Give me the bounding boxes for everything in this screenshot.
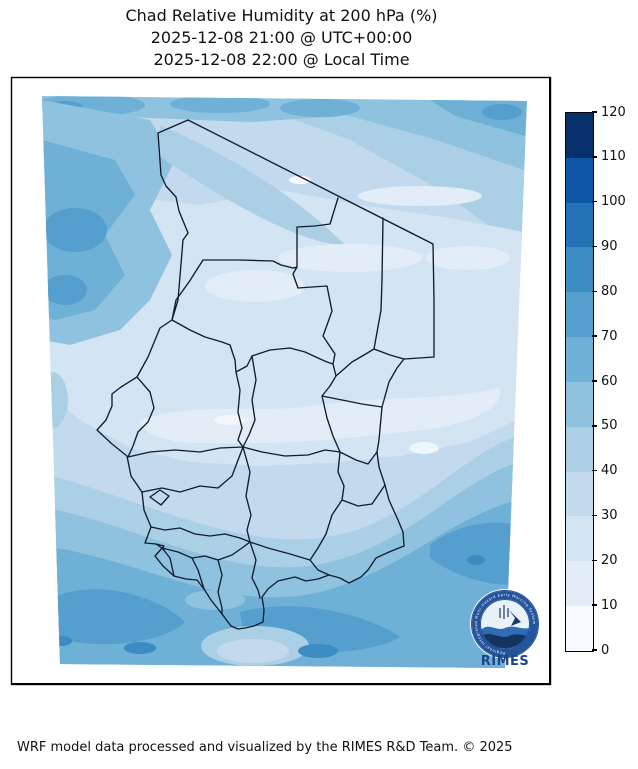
figure-title-block: Chad Relative Humidity at 200 hPa (%) 20… <box>11 5 552 71</box>
colorbar-tick-mark <box>592 111 597 113</box>
colorbar-tick-mark <box>592 290 597 293</box>
rimes-wordmark: RIMES <box>480 654 530 669</box>
colorbar-segment <box>566 113 593 158</box>
colorbar-tick-mark <box>592 649 597 651</box>
colorbar-tick-mark <box>592 514 597 517</box>
axes-frame-outline <box>10 76 552 686</box>
colorbar-segment <box>566 606 593 651</box>
colorbar-tick: 70 <box>592 328 618 344</box>
footer-credit: WRF model data processed and visualized … <box>17 740 513 755</box>
colorbar-tick-mark <box>592 380 597 382</box>
colorbar-tick-mark <box>592 604 597 606</box>
colorbar-segment <box>566 247 593 293</box>
colorbar-segment <box>566 202 593 248</box>
colorbar-tick: 100 <box>592 194 626 210</box>
colorbar-tick-label: 0 <box>601 642 610 658</box>
colorbar <box>565 112 594 652</box>
colorbar-segment <box>566 516 593 562</box>
colorbar-tick-label: 120 <box>601 104 626 120</box>
colorbar-segment <box>566 471 593 517</box>
colorbar-segment <box>566 157 593 203</box>
colorbar-segment <box>566 561 593 607</box>
title-local-time: 2025-12-08 22:00 @ Local Time <box>153 50 410 69</box>
colorbar-tick-mark <box>592 200 597 203</box>
colorbar-segment <box>566 381 593 427</box>
colorbar-tick-label: 30 <box>601 508 618 523</box>
colorbar-tick-mark <box>592 245 597 248</box>
page-title: Chad Relative Humidity at 200 hPa (%) <box>125 6 438 25</box>
colorbar-tick-label: 90 <box>601 239 618 254</box>
colorbar-segment <box>566 426 593 472</box>
colorbar-tick: 120 <box>592 104 626 120</box>
colorbar-tick-label: 80 <box>601 283 618 299</box>
colorbar-tick-label: 10 <box>601 597 618 613</box>
colorbar-segment <box>566 337 593 382</box>
colorbar-tick: 60 <box>592 373 618 389</box>
colorbar-tick: 110 <box>592 149 626 165</box>
colorbar-tick-label: 100 <box>601 194 626 210</box>
colorbar-tick: 30 <box>592 508 618 524</box>
title-utc-time: 2025-12-08 21:00 @ UTC+00:00 <box>150 28 413 47</box>
colorbar-tick-label: 60 <box>601 373 618 389</box>
colorbar-tick-mark <box>592 335 597 337</box>
colorbar-tick-mark <box>592 156 597 158</box>
colorbar-tick-label: 20 <box>601 552 618 568</box>
colorbar-tick-mark <box>592 559 597 562</box>
rimes-logo: Regional Integrated Multi-Hazard Early W… <box>470 589 540 659</box>
colorbar-segment <box>566 292 593 338</box>
colorbar-tick: 80 <box>592 283 618 299</box>
colorbar-tick-mark <box>592 425 597 427</box>
colorbar-tick: 90 <box>592 239 618 255</box>
colorbar-tick: 40 <box>592 463 618 479</box>
chad-outer-border <box>96 119 435 630</box>
colorbar-tick: 50 <box>592 418 618 434</box>
humidity-contours <box>42 96 527 668</box>
chad-admin-boundaries <box>96 119 435 630</box>
colorbar-ticks: 120 110 100 90 80 70 60 50 40 30 20 10 0 <box>592 105 638 658</box>
colorbar-tick-label: 70 <box>601 328 618 344</box>
colorbar-tick-mark <box>592 469 597 472</box>
chad-region-borders <box>127 197 405 615</box>
colorbar-tick-label: 50 <box>601 418 618 434</box>
colorbar-tick: 0 <box>592 642 609 658</box>
colorbar-tick: 20 <box>592 552 618 568</box>
colorbar-tick: 10 <box>592 597 618 613</box>
colorbar-tick-label: 40 <box>601 463 618 479</box>
colorbar-tick-label: 110 <box>601 149 626 165</box>
